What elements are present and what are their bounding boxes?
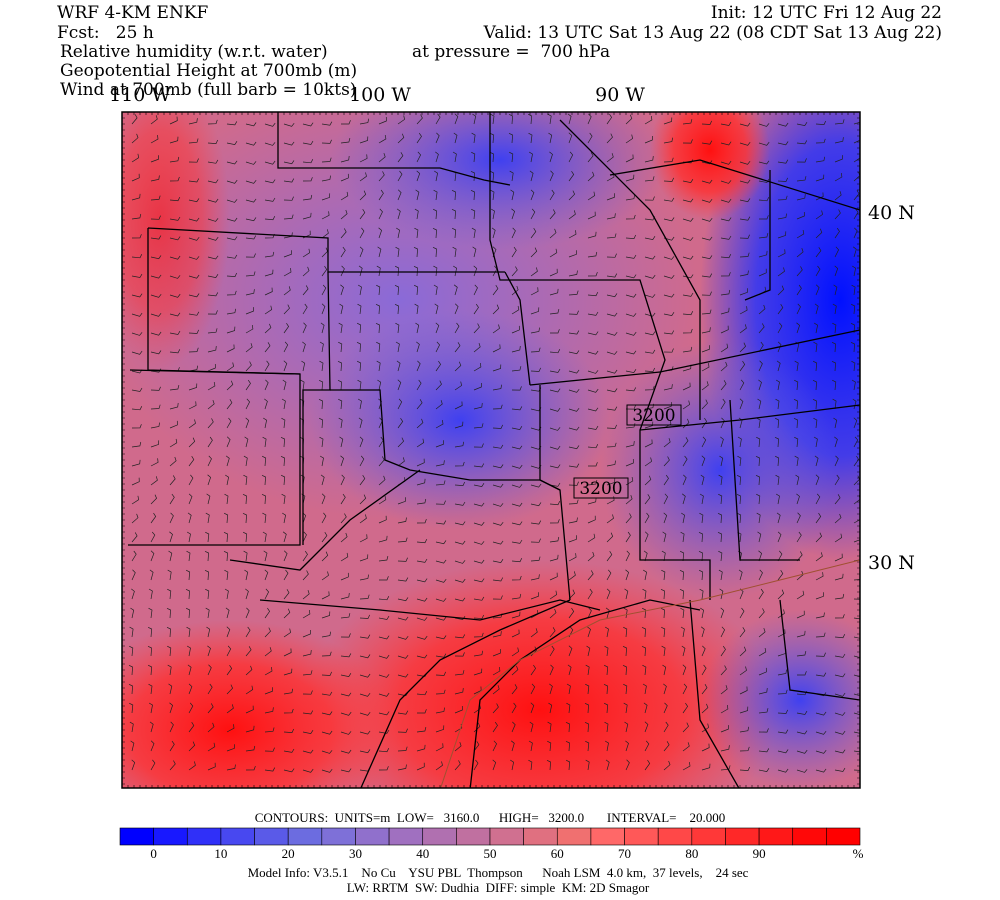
colorbar-cell (725, 827, 760, 846)
lon-label: 90 W (595, 84, 645, 106)
contour-label-box (626, 404, 682, 426)
colorbar-cell (826, 827, 861, 846)
colorbar-label: 20 (282, 846, 295, 861)
forecast-hour: Fcst: 25 h (57, 23, 154, 43)
colorbar-unit: % (853, 846, 864, 861)
lon-label: 110 W (109, 84, 171, 106)
field-2: Geopotential Height at 700mb (m) (60, 61, 357, 81)
colorbar-cell (186, 827, 222, 846)
colorbar-cell (254, 827, 289, 846)
colorbar-cell (422, 827, 457, 846)
colorbar-cell (388, 827, 424, 846)
colorbar-cell (119, 827, 154, 846)
frame-ticks (121, 111, 861, 788)
model-info: Model Info: V3.5.1 No Cu YSU PBL Thompso… (248, 865, 749, 880)
map-field (122, 112, 860, 788)
colorbar-label: 80 (685, 846, 698, 861)
colorbar-label: 10 (214, 846, 227, 861)
colorbar-label: 90 (753, 846, 766, 861)
contour-label-box (573, 477, 629, 499)
lon-label: 100 W (349, 84, 411, 106)
lat-label: 30 N (868, 552, 915, 574)
colorbar-label: 70 (618, 846, 631, 861)
wind-barbs (128, 113, 860, 773)
map-ticks (121, 111, 861, 788)
physics-info: LW: RRTM SW: Dudhia DIFF: simple KM: 2D … (347, 880, 650, 895)
colorbar-cell (556, 827, 592, 846)
field-1: Relative humidity (w.r.t. water) (60, 42, 328, 62)
colorbar-cell (220, 827, 255, 846)
colorbar-cell (321, 827, 356, 846)
colorbar-cell (691, 827, 726, 846)
colorbar-cell (624, 827, 659, 846)
contours-info: CONTOURS: UNITS=m LOW= 3160.0 HIGH= 3200… (255, 810, 726, 825)
model-name: WRF 4-KM ENKF (57, 3, 209, 23)
colorbar-cell (456, 827, 491, 846)
colorbar-cell (590, 827, 625, 846)
colorbar-cell (489, 827, 524, 846)
colorbar-cell (287, 827, 323, 846)
contour-label: 3200 (632, 406, 675, 426)
colorbar-label: 30 (349, 846, 362, 861)
init-time: Init: 12 UTC Fri 12 Aug 22 (711, 3, 942, 23)
map-frame (121, 111, 861, 789)
colorbar-cell (355, 827, 390, 846)
colorbar-cell (657, 827, 693, 846)
field-3: Wind at 700mb (full barb = 10kts) (60, 80, 356, 100)
lat-label: 40 N (868, 202, 915, 224)
colorbar-cell (153, 827, 188, 846)
colorbar-label: 0 (150, 846, 157, 861)
colorbar-label: 60 (551, 846, 564, 861)
pressure-level: at pressure = 700 hPa (412, 42, 610, 62)
colorbar: 0 10 20 30 40 50 60 70 80 90% (119, 827, 864, 861)
colorbar-cell (792, 827, 827, 846)
colorbar-label: 50 (484, 846, 497, 861)
contour-label: 3200 (579, 479, 622, 499)
colorbar-cell (523, 827, 558, 846)
colorbar-label: 40 (416, 846, 429, 861)
colorbar-cell (758, 827, 794, 846)
valid-time: Valid: 13 UTC Sat 13 Aug 22 (08 CDT Sat … (483, 23, 942, 43)
